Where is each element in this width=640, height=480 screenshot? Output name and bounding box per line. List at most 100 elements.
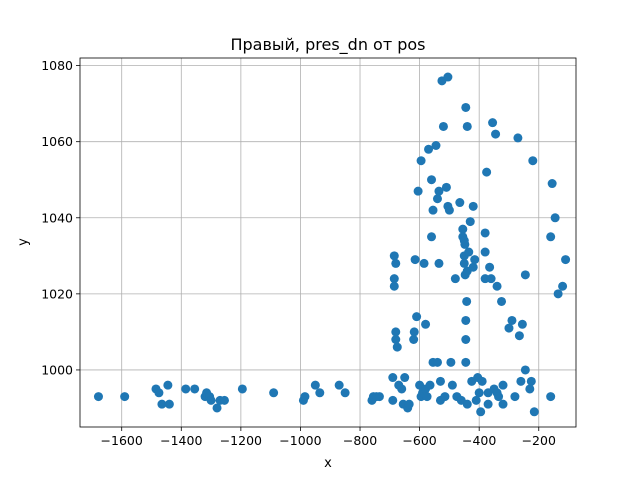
data-point xyxy=(389,274,399,284)
data-point xyxy=(480,228,490,238)
x-tick-label: −1600 xyxy=(101,433,143,448)
data-point xyxy=(374,392,384,402)
data-point xyxy=(441,182,451,192)
data-point xyxy=(482,167,492,177)
data-point xyxy=(553,289,563,299)
data-point xyxy=(546,392,556,402)
data-point xyxy=(520,270,530,280)
data-point xyxy=(206,395,216,405)
x-tick-label: −400 xyxy=(462,433,496,448)
data-point xyxy=(468,201,478,211)
data-point xyxy=(520,365,530,375)
data-point xyxy=(428,205,438,215)
data-point xyxy=(486,274,496,284)
data-point xyxy=(164,399,174,409)
data-point xyxy=(120,392,130,402)
data-point xyxy=(546,232,556,242)
data-point xyxy=(157,399,167,409)
data-point xyxy=(461,102,471,112)
data-point xyxy=(460,239,470,249)
chart-title: Правый, pres_dn от pos xyxy=(230,35,425,55)
data-point xyxy=(440,392,450,402)
data-point xyxy=(424,144,434,154)
data-point xyxy=(427,232,437,242)
data-point xyxy=(455,198,465,208)
data-point xyxy=(462,399,472,409)
y-axis-label: y xyxy=(16,238,31,246)
y-tick-label: 1000 xyxy=(41,362,73,377)
data-point xyxy=(388,373,398,383)
plot-frame xyxy=(79,57,577,428)
data-point xyxy=(550,213,560,223)
data-point xyxy=(498,380,508,390)
data-point xyxy=(477,376,487,386)
x-tick-label: −1400 xyxy=(160,433,202,448)
data-point xyxy=(443,72,453,82)
data-point xyxy=(419,258,429,268)
data-point xyxy=(504,323,514,333)
data-point xyxy=(498,399,508,409)
data-point xyxy=(480,247,490,257)
data-point xyxy=(494,392,504,402)
data-point xyxy=(421,319,431,329)
data-point xyxy=(510,392,520,402)
data-point xyxy=(488,118,498,128)
x-tick-label: −1200 xyxy=(220,433,262,448)
data-point xyxy=(446,357,456,367)
data-point xyxy=(310,380,320,390)
data-point xyxy=(517,319,527,329)
data-point xyxy=(435,376,445,386)
data-point xyxy=(427,175,437,185)
data-point xyxy=(434,186,444,196)
data-point xyxy=(391,258,401,268)
data-point xyxy=(413,186,423,196)
data-point xyxy=(163,380,173,390)
data-point xyxy=(447,380,457,390)
data-point xyxy=(410,255,420,265)
data-point xyxy=(464,247,474,257)
data-point xyxy=(432,194,442,204)
data-point xyxy=(468,262,478,272)
ticks-layer: −1600 −1400 −1200 −1000 −800 −600 −400 −200 1000… xyxy=(41,58,556,448)
data-point xyxy=(340,388,350,398)
data-point xyxy=(400,373,410,383)
data-point xyxy=(529,407,539,417)
data-point xyxy=(476,407,486,417)
data-point xyxy=(269,388,279,398)
data-point xyxy=(389,281,399,291)
data-point xyxy=(397,384,407,394)
data-point xyxy=(409,327,419,337)
data-point xyxy=(388,395,398,405)
data-point xyxy=(392,342,402,352)
data-point xyxy=(526,376,536,386)
data-point xyxy=(404,399,414,409)
data-point xyxy=(558,281,568,291)
data-point xyxy=(154,388,164,398)
data-point xyxy=(462,296,472,306)
data-point xyxy=(465,217,475,227)
data-point xyxy=(93,392,103,402)
data-point xyxy=(438,121,448,131)
data-point xyxy=(461,335,471,345)
data-point xyxy=(444,205,454,215)
data-point xyxy=(491,129,501,139)
data-point xyxy=(507,315,517,325)
data-point xyxy=(389,251,399,261)
data-point xyxy=(492,281,502,291)
data-point xyxy=(422,392,432,402)
points-layer xyxy=(93,72,571,417)
data-point xyxy=(300,392,310,402)
data-point xyxy=(334,380,344,390)
x-tick-label: −800 xyxy=(343,433,377,448)
data-point xyxy=(528,156,538,166)
data-point xyxy=(315,388,325,398)
data-point xyxy=(462,121,472,131)
data-point xyxy=(561,255,571,265)
data-point xyxy=(432,357,442,367)
data-point xyxy=(431,140,441,150)
data-point xyxy=(434,258,444,268)
data-point xyxy=(412,312,422,322)
data-point xyxy=(409,335,419,345)
